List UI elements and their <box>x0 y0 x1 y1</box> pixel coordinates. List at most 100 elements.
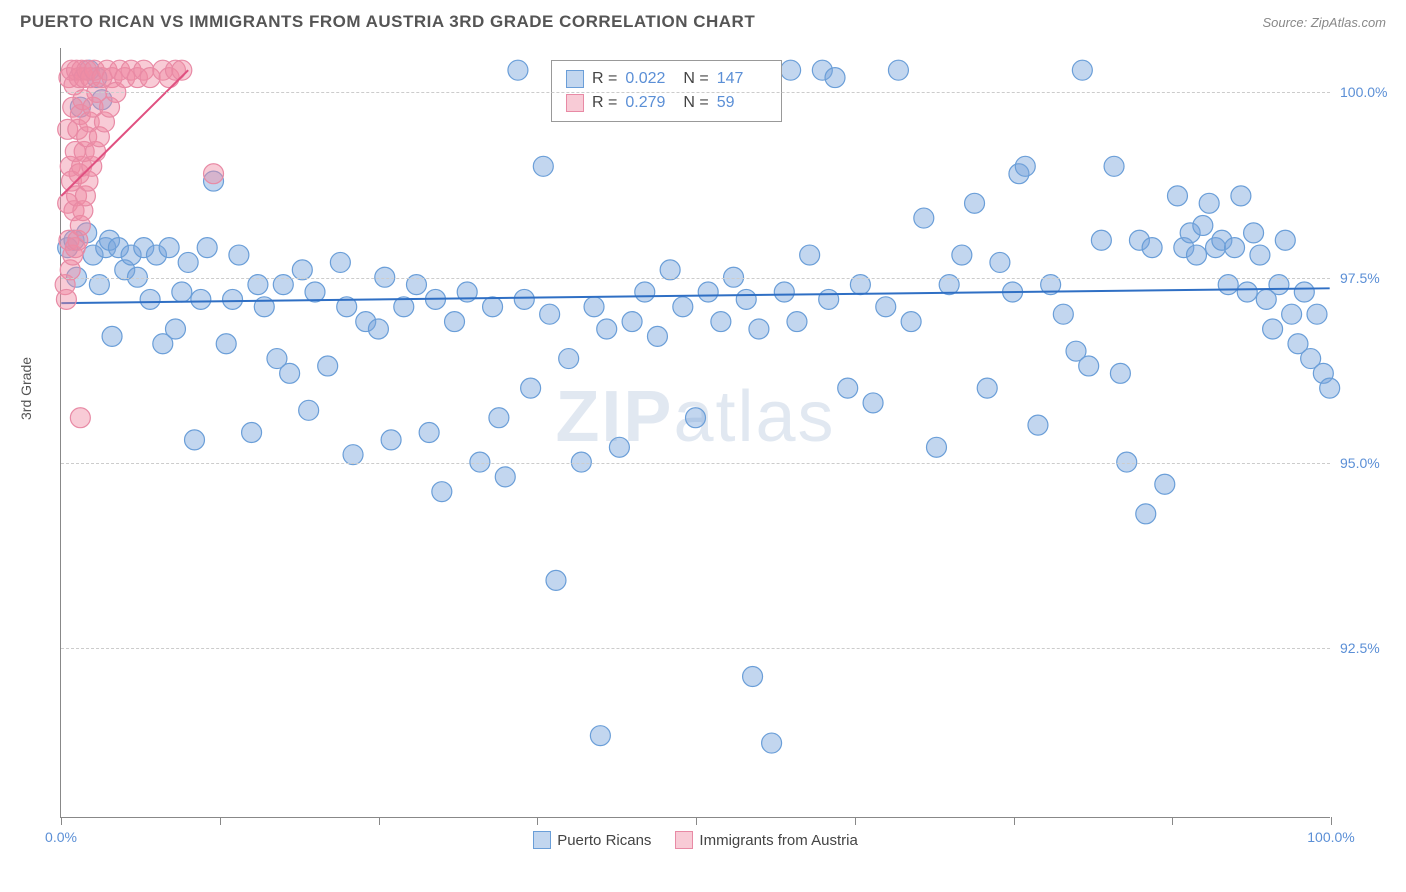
n-label: N = <box>683 91 708 115</box>
data-point <box>736 289 756 309</box>
data-point <box>1320 378 1340 398</box>
scatter-plot-area: ZIPatlas R = 0.022 N = 147 R = 0.279 N =… <box>60 48 1330 818</box>
data-point <box>1079 356 1099 376</box>
data-point <box>1072 60 1092 80</box>
data-point <box>514 289 534 309</box>
data-point <box>330 252 350 272</box>
data-point <box>597 319 617 339</box>
scatter-svg <box>61 48 1330 817</box>
x-tick-label: 0.0% <box>45 829 77 845</box>
n-value-0: 147 <box>717 67 767 91</box>
data-point <box>159 238 179 258</box>
r-value-1: 0.279 <box>625 91 675 115</box>
x-tick <box>220 817 221 825</box>
data-point <box>1142 238 1162 258</box>
legend-label-0: Puerto Ricans <box>557 832 651 849</box>
y-tick-label: 95.0% <box>1340 455 1400 471</box>
data-point <box>825 68 845 88</box>
data-point <box>914 208 934 228</box>
gridline <box>61 463 1330 464</box>
bottom-legend: Puerto Ricans Immigrants from Austria <box>61 831 1330 849</box>
data-point <box>540 304 560 324</box>
data-point <box>56 289 76 309</box>
data-point <box>1104 156 1124 176</box>
x-tick <box>1331 817 1332 825</box>
legend-item-0: Puerto Ricans <box>533 831 651 849</box>
data-point <box>1263 319 1283 339</box>
data-point <box>863 393 883 413</box>
data-point <box>762 733 782 753</box>
data-point <box>635 282 655 302</box>
data-point <box>990 252 1010 272</box>
data-point <box>489 408 509 428</box>
stats-row-series-1: R = 0.279 N = 59 <box>566 91 767 115</box>
data-point <box>165 319 185 339</box>
data-point <box>977 378 997 398</box>
data-point <box>280 363 300 383</box>
data-point <box>242 423 262 443</box>
data-point <box>299 400 319 420</box>
r-value-0: 0.022 <box>625 67 675 91</box>
data-point <box>698 282 718 302</box>
data-point <box>1225 238 1245 258</box>
legend-item-1: Immigrants from Austria <box>675 831 857 849</box>
x-tick <box>855 817 856 825</box>
data-point <box>229 245 249 265</box>
data-point <box>622 312 642 332</box>
data-point <box>368 319 388 339</box>
data-point <box>419 423 439 443</box>
data-point <box>965 193 985 213</box>
data-point <box>381 430 401 450</box>
data-point <box>483 297 503 317</box>
r-label: R = <box>592 67 617 91</box>
data-point <box>178 252 198 272</box>
data-point <box>1244 223 1264 243</box>
data-point <box>432 482 452 502</box>
swatch-series-0 <box>566 70 584 88</box>
data-point <box>559 349 579 369</box>
x-tick <box>61 817 62 825</box>
data-point <box>1307 304 1327 324</box>
data-point <box>926 437 946 457</box>
gridline <box>61 278 1330 279</box>
y-axis-label: 3rd Grade <box>18 357 34 420</box>
data-point <box>1015 156 1035 176</box>
x-tick <box>537 817 538 825</box>
data-point <box>1155 474 1175 494</box>
data-point <box>521 378 541 398</box>
data-point <box>546 570 566 590</box>
data-point <box>590 726 610 746</box>
data-point <box>1187 245 1207 265</box>
data-point <box>495 467 515 487</box>
chart-title: PUERTO RICAN VS IMMIGRANTS FROM AUSTRIA … <box>20 12 755 32</box>
data-point <box>952 245 972 265</box>
data-point <box>70 408 90 428</box>
data-point <box>647 326 667 346</box>
x-tick <box>696 817 697 825</box>
data-point <box>1110 363 1130 383</box>
data-point <box>711 312 731 332</box>
data-point <box>185 430 205 450</box>
data-point <box>749 319 769 339</box>
data-point <box>787 312 807 332</box>
data-point <box>1028 415 1048 435</box>
n-label: N = <box>683 67 708 91</box>
data-point <box>584 297 604 317</box>
data-point <box>445 312 465 332</box>
legend-swatch-1 <box>675 831 693 849</box>
data-point <box>686 408 706 428</box>
data-point <box>838 378 858 398</box>
x-tick <box>1014 817 1015 825</box>
data-point <box>197 238 217 258</box>
data-point <box>1275 230 1295 250</box>
data-point <box>1091 230 1111 250</box>
gridline <box>61 648 1330 649</box>
stats-legend: R = 0.022 N = 147 R = 0.279 N = 59 <box>551 60 782 122</box>
x-tick <box>379 817 380 825</box>
gridline <box>61 92 1330 93</box>
data-point <box>673 297 693 317</box>
y-tick-label: 100.0% <box>1340 84 1400 100</box>
swatch-series-1 <box>566 94 584 112</box>
data-point <box>508 60 528 80</box>
r-label: R = <box>592 91 617 115</box>
